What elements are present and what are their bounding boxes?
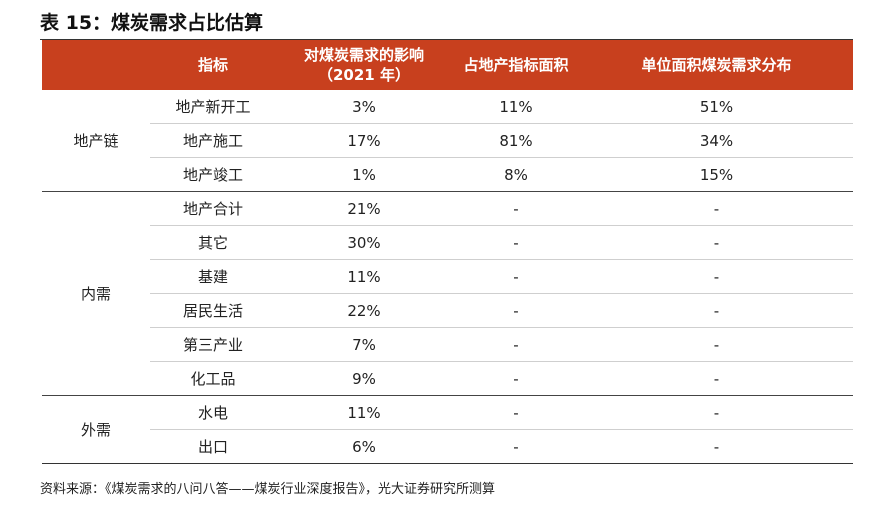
area-share-cell: - <box>452 395 580 430</box>
header-impact-line1: 对煤炭需求的影响 <box>303 46 424 64</box>
indicator-cell: 地产新开工 <box>150 90 276 124</box>
area-share-cell: - <box>452 225 580 260</box>
header-impact: 对煤炭需求的影响 （2021 年） <box>276 40 452 90</box>
area-share-cell: - <box>452 327 580 362</box>
table-row: 外需 水电 11% - - <box>42 395 853 464</box>
area-share-cell: 81% <box>452 123 580 158</box>
table-row: 化工品 9% - - <box>42 361 853 396</box>
indicator-cell: 水电 <box>150 395 276 430</box>
indicator-cell: 地产施工 <box>150 123 276 158</box>
impact-cell: 6% <box>276 429 452 464</box>
source-note: 资料来源：《煤炭需求的八问八答——煤炭行业深度报告》，光大证券研究所测算 <box>40 482 496 497</box>
unit-demand-cell: 51% <box>580 90 853 124</box>
header-row: 指标 对煤炭需求的影响 （2021 年） 占地产指标面积 单位面积煤炭需求分布 <box>42 40 853 90</box>
impact-cell: 17% <box>276 123 452 158</box>
indicator-cell: 基建 <box>150 259 276 294</box>
header-indicator: 指标 <box>150 40 276 90</box>
indicator-cell: 地产竣工 <box>150 157 276 192</box>
impact-cell: 11% <box>276 395 452 430</box>
group-label: 内需 <box>42 191 150 396</box>
unit-demand-cell: - <box>580 361 853 396</box>
indicator-cell: 地产合计 <box>150 191 276 226</box>
impact-cell: 7% <box>276 327 452 362</box>
indicator-cell: 居民生活 <box>150 293 276 328</box>
table-row: 地产竣工 1% 8% 15% <box>42 157 853 192</box>
unit-demand-cell: 15% <box>580 157 853 192</box>
header-unit-demand: 单位面积煤炭需求分布 <box>580 40 853 90</box>
area-share-cell: - <box>452 259 580 294</box>
table-row: 居民生活 22% - - <box>42 293 853 328</box>
impact-cell: 30% <box>276 225 452 260</box>
unit-demand-cell: - <box>580 327 853 362</box>
unit-demand-cell: - <box>580 429 853 464</box>
table-row: 地产施工 17% 81% 34% <box>42 123 853 158</box>
unit-demand-cell: - <box>580 225 853 260</box>
table-body: 地产链 地产新开工 3% 11% 51% 地产施工 17% 81% 34% 地产竣工 1% 8% 15%… <box>42 90 853 464</box>
indicator-cell: 出口 <box>150 429 276 464</box>
table-title: 表 15：煤炭需求占比估算 <box>40 12 264 34</box>
unit-demand-cell: - <box>580 259 853 294</box>
table-row: 其它 30% - - <box>42 225 853 260</box>
impact-cell: 3% <box>276 90 452 124</box>
area-share-cell: - <box>452 429 580 464</box>
area-share-cell: - <box>452 361 580 396</box>
group-label: 地产链 <box>42 90 150 192</box>
indicator-cell: 其它 <box>150 225 276 260</box>
impact-cell: 22% <box>276 293 452 328</box>
impact-cell: 11% <box>276 259 452 294</box>
area-share-cell: - <box>452 191 580 226</box>
unit-demand-cell: 34% <box>580 123 853 158</box>
table-row: 地产链 地产新开工 3% 11% 51% <box>42 90 853 192</box>
table-row: 内需 地产合计 21% - - <box>42 191 853 396</box>
indicator-cell: 第三产业 <box>150 327 276 362</box>
group-label: 外需 <box>42 395 150 464</box>
title-divider <box>40 39 853 40</box>
unit-demand-cell: - <box>580 191 853 226</box>
table-row: 基建 11% - - <box>42 259 853 294</box>
area-share-cell: - <box>452 293 580 328</box>
impact-cell: 9% <box>276 361 452 396</box>
impact-cell: 21% <box>276 191 452 226</box>
area-share-cell: 8% <box>452 157 580 192</box>
table-row: 第三产业 7% - - <box>42 327 853 362</box>
coal-demand-table: 指标 对煤炭需求的影响 （2021 年） 占地产指标面积 单位面积煤炭需求分布 … <box>42 40 853 464</box>
header-group <box>42 40 150 90</box>
table-row: 出口 6% - - <box>42 429 853 464</box>
header-area-share: 占地产指标面积 <box>452 40 580 90</box>
area-share-cell: 11% <box>452 90 580 124</box>
unit-demand-cell: - <box>580 395 853 430</box>
impact-cell: 1% <box>276 157 452 192</box>
indicator-cell: 化工品 <box>150 361 276 396</box>
header-impact-line2: （2021 年） <box>318 66 410 84</box>
unit-demand-cell: - <box>580 293 853 328</box>
